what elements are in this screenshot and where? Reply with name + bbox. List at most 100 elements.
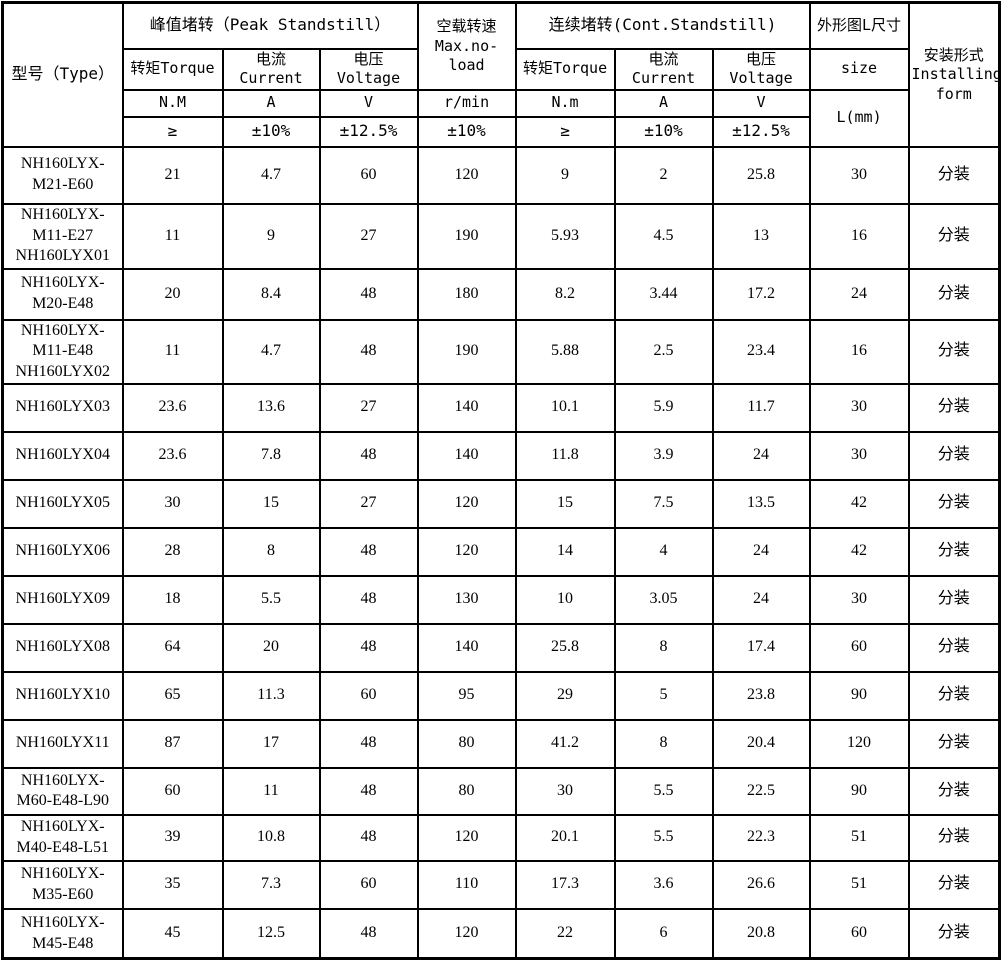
peak-torque-cell: 20 [121, 267, 224, 321]
peak-voltage-cell: 48 [318, 526, 419, 577]
install-cell: 分装 [907, 859, 1001, 910]
cont-torque-cell: 8.2 [514, 267, 616, 321]
peak-torque-cell: 30 [121, 478, 224, 529]
peak-torque-cell: 21 [121, 145, 224, 205]
header-type: 型号（Type） [1, 1, 124, 148]
size-l-cell: 42 [808, 526, 910, 577]
header-max-noload-group: 空载转速 Max.no-load [416, 1, 517, 91]
peak-voltage-cell: 60 [318, 670, 419, 721]
header-installing-form: 安装形式 Installing form [907, 1, 1001, 148]
header-outline-size-group: 外形图L尺寸 [808, 1, 910, 50]
header-peak-voltage: 电压Voltage [318, 47, 419, 91]
table-row: NH160LYX10 65 11.3 60 95 29 5 23.8 90 分装 [1, 670, 1001, 721]
table-row: NH160LYX- M11-E27 NH160LYX01 11 9 27 190 5.93… [1, 202, 1001, 270]
cont-torque-cell: 10 [514, 574, 616, 625]
peak-voltage-cell: 27 [318, 478, 419, 529]
cont-torque-cell: 14 [514, 526, 616, 577]
model-cell: NH160LYX- M45-E48 [1, 907, 124, 960]
model-cell: NH160LYX05 [1, 478, 124, 529]
cont-torque-cell: 11.8 [514, 430, 616, 481]
noload-speed-cell: 95 [416, 670, 517, 721]
table-row: NH160LYX03 23.6 13.6 27 140 10.1 5.9 11.7 30 分装 [1, 382, 1001, 433]
header-cont-torque: 转矩Torque [514, 47, 616, 91]
size-l-cell: 120 [808, 718, 910, 769]
size-l-cell: 24 [808, 267, 910, 321]
tolerance-cont-voltage: ±12.5% [711, 115, 811, 148]
cont-voltage-cell: 26.6 [711, 859, 811, 910]
peak-voltage-cell: 48 [318, 718, 419, 769]
model-cell: NH160LYX09 [1, 574, 124, 625]
table-row: NH160LYX- M21-E60 21 4.7 60 120 9 2 25.8 30 分装 [1, 145, 1001, 205]
cont-current-cell: 8 [613, 622, 714, 673]
cont-voltage-cell: 23.8 [711, 670, 811, 721]
cont-voltage-cell: 24 [711, 526, 811, 577]
install-cell: 分装 [907, 766, 1001, 816]
table-row: NH160LYX- M60-E48-L90 60 11 48 80 30 5.5 22.5 90… [1, 766, 1001, 816]
peak-torque-cell: 35 [121, 859, 224, 910]
tolerance-peak-torque: ≥ [121, 115, 224, 148]
peak-torque-cell: 65 [121, 670, 224, 721]
cont-current-cell: 3.05 [613, 574, 714, 625]
tolerance-cont-current: ±10% [613, 115, 714, 148]
peak-torque-cell: 45 [121, 907, 224, 960]
header-cont-standstill-group: 连续堵转(Cont.Standstill) [514, 1, 811, 50]
peak-current-cell: 9 [221, 202, 321, 270]
size-l-cell: 90 [808, 766, 910, 816]
model-cell: NH160LYX- M11-E48 NH160LYX02 [1, 318, 124, 385]
cont-torque-cell: 29 [514, 670, 616, 721]
peak-voltage-cell: 27 [318, 382, 419, 433]
unit-peak-current: A [221, 88, 321, 118]
cont-current-cell: 3.6 [613, 859, 714, 910]
tolerance-cont-torque: ≥ [514, 115, 616, 148]
install-cell: 分装 [907, 145, 1001, 205]
size-l-cell: 30 [808, 430, 910, 481]
install-cell: 分装 [907, 718, 1001, 769]
header-size-label: size [808, 47, 910, 91]
install-cell: 分装 [907, 267, 1001, 321]
cont-voltage-cell: 13 [711, 202, 811, 270]
cont-torque-cell: 30 [514, 766, 616, 816]
peak-current-cell: 5.5 [221, 574, 321, 625]
install-cell: 分装 [907, 526, 1001, 577]
peak-current-cell: 8.4 [221, 267, 321, 321]
model-cell: NH160LYX- M11-E27 NH160LYX01 [1, 202, 124, 270]
model-cell: NH160LYX03 [1, 382, 124, 433]
cont-current-cell: 3.9 [613, 430, 714, 481]
cont-torque-cell: 22 [514, 907, 616, 960]
peak-torque-cell: 87 [121, 718, 224, 769]
peak-current-cell: 12.5 [221, 907, 321, 960]
unit-peak-voltage: V [318, 88, 419, 118]
peak-voltage-cell: 48 [318, 574, 419, 625]
peak-current-cell: 7.3 [221, 859, 321, 910]
tolerance-noload-speed: ±10% [416, 115, 517, 148]
model-cell: NH160LYX11 [1, 718, 124, 769]
noload-speed-cell: 140 [416, 382, 517, 433]
unit-cont-current: A [613, 88, 714, 118]
cont-current-cell: 5.9 [613, 382, 714, 433]
table-row: NH160LYX- M35-E60 35 7.3 60 110 17.3 3.6 26.6 51… [1, 859, 1001, 910]
table-row: NH160LYX05 30 15 27 120 15 7.5 13.5 42 分装 [1, 478, 1001, 529]
peak-voltage-cell: 48 [318, 430, 419, 481]
cont-voltage-cell: 17.2 [711, 267, 811, 321]
model-cell: NH160LYX- M40-E48-L51 [1, 813, 124, 862]
cont-voltage-cell: 20.4 [711, 718, 811, 769]
noload-speed-cell: 120 [416, 478, 517, 529]
peak-voltage-cell: 48 [318, 766, 419, 816]
peak-voltage-cell: 48 [318, 267, 419, 321]
cont-voltage-cell: 22.3 [711, 813, 811, 862]
install-cell: 分装 [907, 907, 1001, 960]
model-cell: NH160LYX04 [1, 430, 124, 481]
install-cell: 分装 [907, 478, 1001, 529]
cont-current-cell: 5 [613, 670, 714, 721]
header-cont-voltage: 电压Voltage [711, 47, 811, 91]
cont-current-cell: 7.5 [613, 478, 714, 529]
install-cell: 分装 [907, 430, 1001, 481]
unit-noload-speed: r/min [416, 88, 517, 118]
peak-voltage-cell: 48 [318, 622, 419, 673]
cont-current-cell: 2 [613, 145, 714, 205]
tolerance-peak-voltage: ±12.5% [318, 115, 419, 148]
noload-speed-cell: 110 [416, 859, 517, 910]
cont-torque-cell: 9 [514, 145, 616, 205]
table-row: NH160LYX04 23.6 7.8 48 140 11.8 3.9 24 30 分装 [1, 430, 1001, 481]
peak-torque-cell: 18 [121, 574, 224, 625]
